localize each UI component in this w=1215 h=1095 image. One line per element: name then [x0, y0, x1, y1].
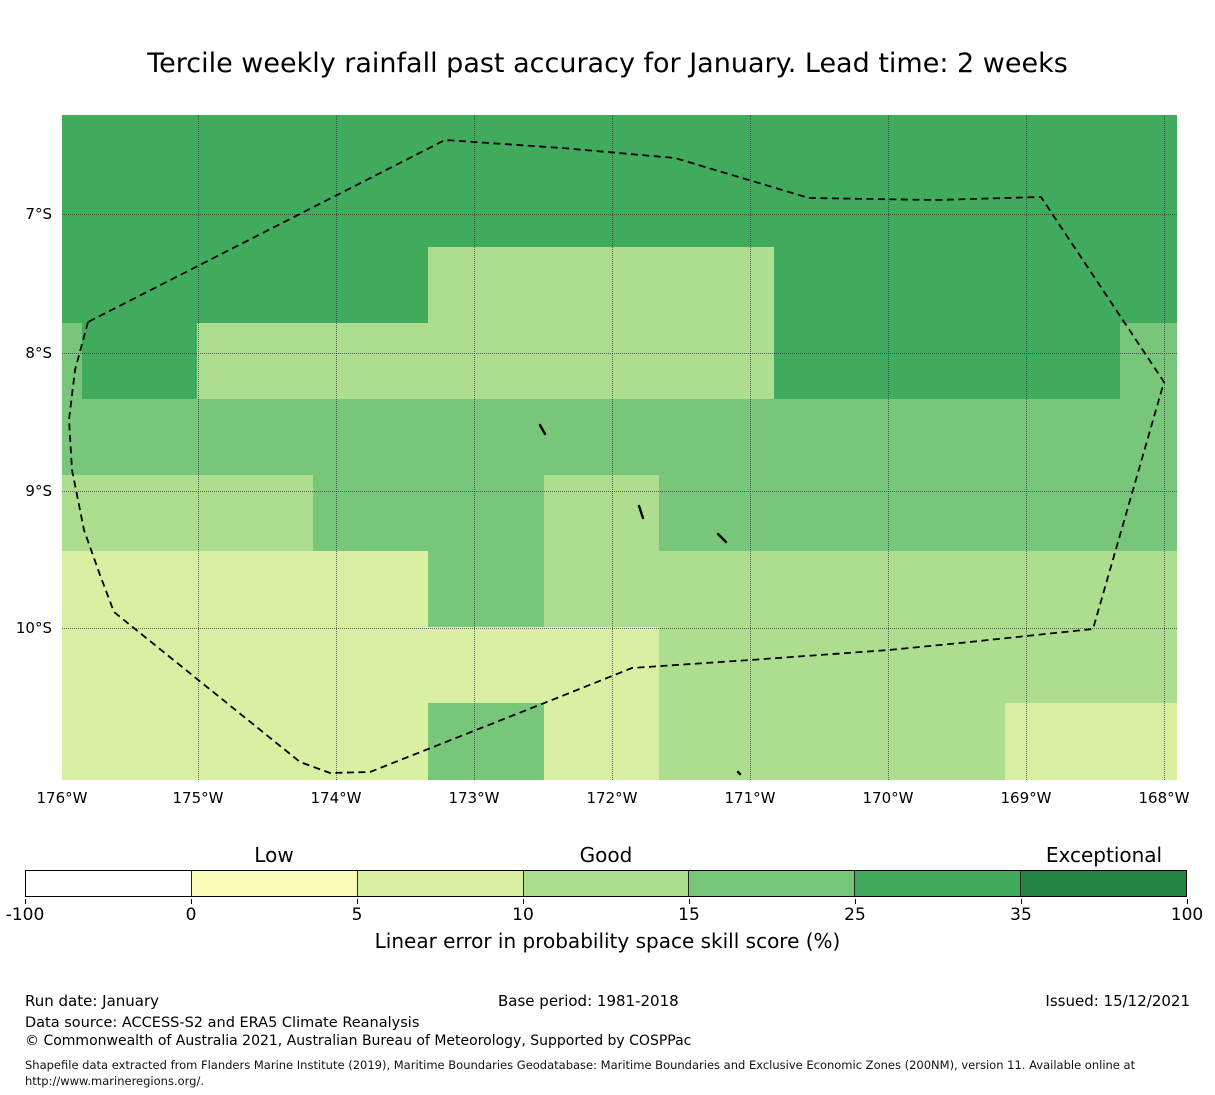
colorbar-segment: [689, 871, 856, 896]
colorbar-segment: [1021, 871, 1187, 896]
colorbar-band-label: Low: [254, 843, 294, 867]
graticule-line: [750, 115, 751, 780]
island-mark: [538, 423, 547, 436]
map-cell: [774, 247, 1177, 323]
island-mark: [716, 532, 728, 544]
map-cell: [313, 475, 544, 551]
shapefile-note-line2: http://www.marineregions.org/.: [25, 1074, 204, 1088]
colorbar-segment: [191, 871, 358, 896]
lat-tick-label: 10°S: [15, 619, 52, 637]
shapefile-note-line1: Shapefile data extracted from Flanders M…: [25, 1058, 1136, 1072]
map-cell: [62, 627, 659, 703]
map-cell: [62, 115, 1177, 247]
run-date-text: Run date: January: [25, 992, 160, 1010]
eez-boundary-line: [68, 139, 1165, 774]
colorbar-tick: [855, 899, 856, 904]
lon-tick-label: 169°W: [1000, 789, 1052, 807]
graticule-line: [62, 214, 1177, 215]
map-overlay-svg: [68, 139, 1165, 776]
lon-tick-label: 176°W: [36, 789, 88, 807]
colorbar-tick-label: 10: [512, 905, 534, 925]
map-cell: [544, 551, 1177, 627]
graticule-line: [336, 115, 337, 780]
map-cell: [1120, 323, 1177, 399]
colorbar-tick: [1021, 899, 1022, 904]
colorbar-tick: [191, 899, 192, 904]
map-cell: [1005, 703, 1177, 780]
map-cell: [62, 551, 428, 627]
map-cell: [544, 703, 659, 780]
lon-tick-label: 172°W: [586, 789, 638, 807]
map-cell: [428, 247, 774, 323]
map-cell: [62, 399, 1177, 475]
lat-tick-label: 9°S: [25, 482, 52, 500]
colorbar-band-label: Exceptional: [1045, 843, 1163, 867]
colorbar-tick: [1187, 899, 1188, 904]
graticule-line: [612, 115, 613, 780]
lon-tick-label: 174°W: [310, 789, 362, 807]
issued-text: Issued: 15/12/2021: [1045, 992, 1190, 1010]
island-mark: [637, 504, 645, 520]
colorbar-tick-label: 0: [185, 905, 197, 925]
colorbar-tick-label: 15: [678, 905, 700, 925]
map-cell: [62, 247, 428, 323]
island-mark: [736, 770, 742, 776]
figure-title: Tercile weekly rainfall past accuracy fo…: [147, 48, 1068, 79]
map-cell: [544, 475, 659, 551]
colorbar-segment: [26, 871, 192, 896]
graticule-line: [62, 353, 1177, 354]
map-cell: [659, 627, 1177, 703]
map-plot-area: [62, 115, 1177, 780]
graticule-line: [1026, 115, 1027, 780]
colorbar-tick-label: 5: [351, 905, 363, 925]
colorbar-tick: [523, 899, 524, 904]
map-cell: [659, 475, 1177, 551]
colorbar-segment: [523, 871, 690, 896]
islands-layer: [538, 423, 742, 776]
colorbar-tick-label: 35: [1010, 905, 1032, 925]
graticule-line: [62, 628, 1177, 629]
map-cell: [62, 323, 82, 399]
map-cell: [62, 703, 428, 780]
graticule-line: [1164, 115, 1165, 780]
lat-tick-label: 7°S: [25, 205, 52, 223]
colorbar-tick-label: 100: [1170, 905, 1204, 925]
lon-tick-label: 175°W: [172, 789, 224, 807]
colorbar-band-label: Good: [579, 843, 633, 867]
colorbar-axis-label: Linear error in probability space skill …: [374, 929, 841, 953]
colorbar-tick: [689, 899, 690, 904]
lon-tick-label: 170°W: [862, 789, 914, 807]
lat-tick-label: 8°S: [25, 344, 52, 362]
map-cell: [82, 323, 197, 399]
colorbar-tick: [357, 899, 358, 904]
map-cell: [197, 323, 659, 399]
lon-tick-label: 171°W: [724, 789, 776, 807]
map-cell: [659, 323, 774, 399]
lon-tick-label: 173°W: [448, 789, 500, 807]
colorbar-segment: [855, 871, 1022, 896]
data-source-text: Data source: ACCESS-S2 and ERA5 Climate …: [25, 1015, 420, 1031]
base-period-text: Base period: 1981-2018: [498, 992, 679, 1010]
graticule-line: [62, 491, 1177, 492]
graticule-line: [198, 115, 199, 780]
colorbar: [25, 870, 1187, 897]
colorbar-tick-label: -100: [5, 905, 45, 925]
map-cell: [774, 323, 1120, 399]
colorbar-tick-label: 25: [844, 905, 866, 925]
colorbar-segment: [357, 871, 524, 896]
map-cell: [659, 703, 1005, 780]
map-cell: [62, 475, 313, 551]
colorbar-tick: [25, 899, 26, 904]
lon-tick-label: 168°W: [1138, 789, 1190, 807]
graticule-line: [888, 115, 889, 780]
copyright-text: © Commonwealth of Australia 2021, Austra…: [25, 1033, 692, 1049]
map-cell: [428, 551, 544, 627]
graticule-line: [474, 115, 475, 780]
